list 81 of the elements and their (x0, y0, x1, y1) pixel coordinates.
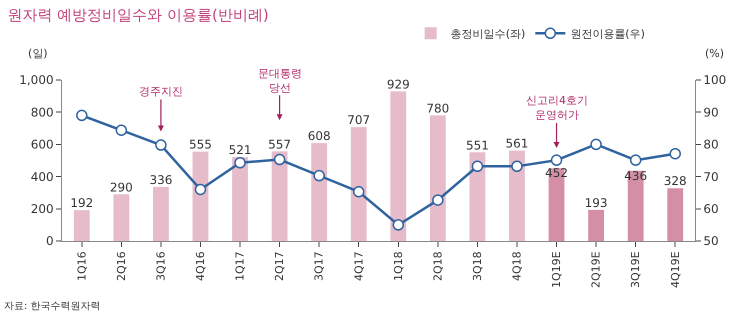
y-tick-label: 200 (30, 202, 54, 216)
point (352, 186, 364, 198)
bar (390, 91, 406, 241)
bar (430, 115, 446, 241)
y-tick-label: 600 (30, 138, 54, 152)
bar (588, 210, 604, 241)
bar (311, 143, 328, 241)
y2-tick-label: 60 (703, 202, 719, 216)
data-label: 929 (386, 77, 410, 92)
data-label: 707 (347, 113, 370, 128)
data-label: 561 (506, 136, 528, 151)
x-tick-label: 2Q19E (590, 251, 603, 288)
data-label: 555 (189, 138, 212, 152)
y-tick-label: 0 (46, 234, 54, 248)
data-label: 193 (584, 196, 608, 210)
point (669, 148, 681, 160)
point (511, 160, 523, 172)
x-tick-label: 2Q18 (431, 251, 444, 282)
data-label: 192 (70, 196, 94, 210)
x-tick-label: 3Q16 (154, 251, 168, 282)
bar (74, 210, 90, 241)
bar (509, 150, 525, 241)
x-tick-label: 3Q19E (629, 251, 642, 288)
data-label: 608 (308, 129, 331, 144)
bar (350, 127, 367, 241)
legend-label: 총정비일수(좌) (450, 28, 526, 41)
data-label: 336 (149, 172, 172, 187)
point (392, 219, 404, 231)
point (116, 124, 128, 136)
data-label: 780 (426, 101, 450, 116)
data-label: 290 (110, 180, 133, 194)
x-tick-label: 4Q16 (194, 251, 208, 282)
point (194, 184, 206, 196)
x-tick-label: 1Q19E (550, 251, 564, 288)
annotation: 문대통령 당선 (258, 67, 302, 94)
y-tick-label: 400 (30, 170, 54, 184)
x-tick-label: 2Q16 (114, 251, 128, 282)
point (234, 157, 246, 168)
y2-tick-label: 80 (703, 138, 719, 152)
data-label: 521 (228, 143, 252, 158)
y2-axis-title: (%) (705, 47, 724, 60)
point (313, 170, 325, 182)
y2-tick-label: 90 (703, 105, 719, 120)
chart-title: 원자력 예방정비일수와 이용률(반비례) (7, 6, 269, 24)
bar (232, 157, 248, 241)
x-tick-label: 4Q19E (668, 251, 682, 288)
annotation: 신고리4호기 운영허가 (526, 94, 588, 122)
bar (152, 186, 169, 241)
x-tick-label: 3Q18 (470, 251, 484, 282)
point (155, 139, 167, 151)
point (432, 194, 444, 206)
y2-tick-label: 50 (703, 234, 719, 248)
bar (469, 152, 486, 241)
x-tick-label: 1Q17 (234, 251, 247, 282)
x-tick-label: 1Q18 (392, 251, 405, 282)
x-tick-label: 3Q17 (312, 251, 326, 282)
y2-tick-label: 100 (703, 73, 726, 88)
annotation: 경주지진 (139, 85, 183, 98)
x-tick-label: 4Q17 (352, 251, 366, 282)
data-label: 557 (268, 137, 292, 152)
point (274, 154, 286, 166)
bar (667, 188, 684, 241)
point (590, 138, 602, 150)
y2-tick-label: 70 (703, 170, 719, 184)
data-label: 328 (664, 174, 687, 188)
bar (272, 151, 288, 241)
x-tick-label: 4Q18 (510, 251, 524, 282)
y-axis-title: (일) (28, 47, 48, 60)
legend-label: 원전이용률(우) (570, 28, 645, 41)
point (472, 160, 484, 172)
point (550, 154, 562, 166)
y-tick-label: 1,000 (19, 73, 54, 88)
x-tick-label: 1Q16 (75, 251, 88, 282)
bar (192, 152, 208, 241)
x-tick-label: 2Q17 (273, 251, 286, 282)
data-label: 551 (466, 138, 489, 152)
y-tick-label: 800 (30, 105, 54, 120)
text: 자료: 한국수력원자력 (4, 301, 101, 312)
bar (113, 194, 130, 241)
point (76, 110, 88, 122)
point (630, 154, 642, 166)
